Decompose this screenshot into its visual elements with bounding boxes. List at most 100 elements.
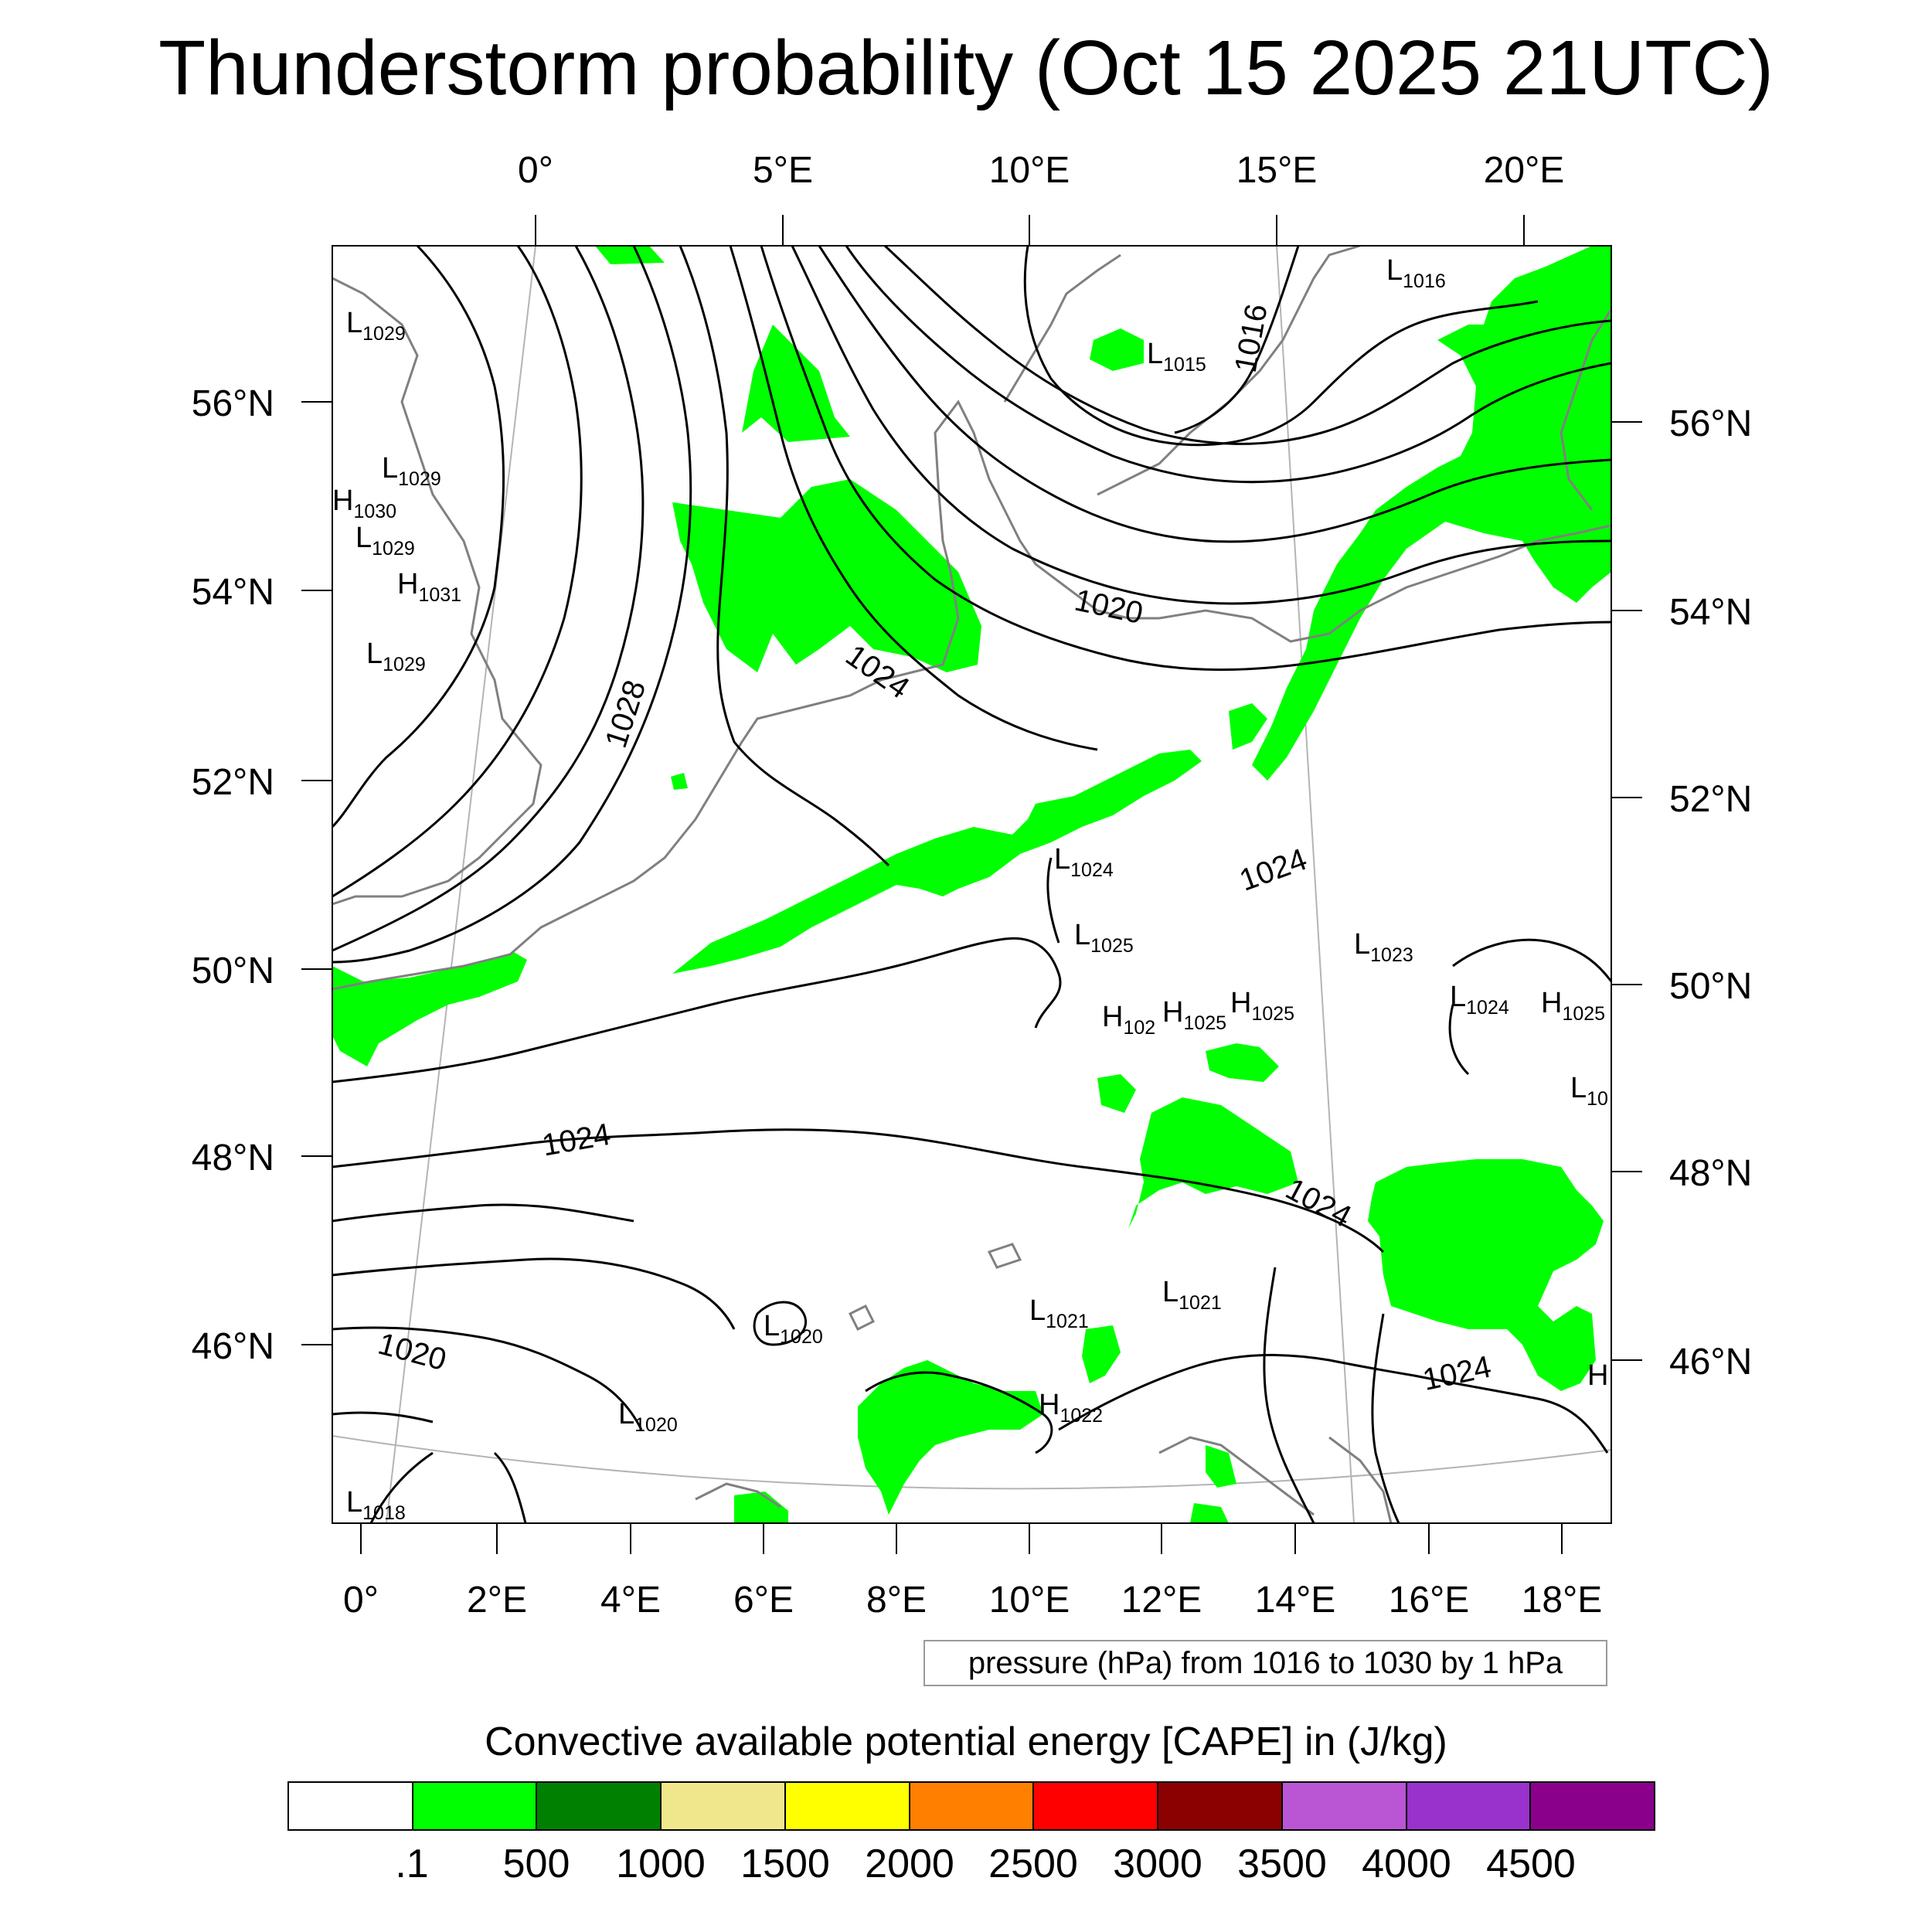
lon-label: 8°E: [866, 1580, 927, 1621]
cape-area: [595, 246, 665, 264]
graticule: [332, 246, 1611, 1523]
isobar-label: 1024: [539, 1117, 613, 1163]
lat-label: 50°N: [192, 951, 274, 992]
high-pressure-label: H1025: [1230, 987, 1294, 1025]
lake-outline: [987, 1243, 1022, 1269]
isobar: [1023, 246, 1539, 447]
colorbar-swatch: [537, 1783, 662, 1829]
colorbar-swatch: [413, 1783, 538, 1829]
isobar-label: 1024: [1420, 1350, 1494, 1398]
top-longitude-labels: 0° 5°E 10°E 15°E 20°E: [518, 150, 1564, 191]
isobar-label: 1020: [375, 1327, 450, 1378]
isobar: [845, 246, 1611, 484]
low-pressure-label: L1020: [764, 1310, 823, 1348]
colorbar-swatch: [662, 1783, 786, 1829]
isobars: [332, 246, 1611, 1523]
colorbar-label: 3500: [1237, 1842, 1327, 1886]
isobar: [332, 1411, 434, 1423]
lon-label: 20°E: [1484, 150, 1565, 191]
cape-area: [672, 750, 1202, 974]
cape-area: [1229, 703, 1267, 750]
lat-label: 56°N: [192, 383, 274, 424]
colorbar-swatch: [1034, 1783, 1159, 1829]
lat-label: 54°N: [1669, 592, 1752, 633]
map-frame: [332, 245, 1612, 1524]
low-pressure-label: L1020: [618, 1398, 678, 1436]
high-pressure-label: H1031: [397, 568, 461, 606]
cape-area: [734, 1492, 788, 1523]
cape-area: [1097, 1074, 1136, 1113]
lat-label: 48°N: [192, 1138, 274, 1179]
isobar: [1371, 1313, 1400, 1523]
colorbar-label: 3000: [1113, 1842, 1202, 1886]
cape-area: [858, 1360, 1043, 1515]
isobar: [729, 246, 1098, 751]
isobar: [1263, 1267, 1315, 1523]
low-pressure-label: L10: [1570, 1072, 1608, 1110]
coastline-baltic-east: [1560, 308, 1611, 511]
low-pressure-label: L1024: [1054, 843, 1114, 881]
cape-area: [1190, 1503, 1229, 1523]
colorbar-swatch: [289, 1783, 413, 1829]
lat-label: 52°N: [1669, 779, 1752, 820]
coastline-ligurian: [695, 1482, 781, 1509]
lon-label: 18°E: [1522, 1580, 1603, 1621]
colorbar-label: 2500: [988, 1842, 1078, 1886]
lat-label: 50°N: [1669, 966, 1752, 1007]
cape-area: [742, 325, 850, 442]
colorbar-label: 4000: [1362, 1842, 1451, 1886]
low-pressure-label: L1029: [355, 522, 415, 560]
cape-area: [1082, 1325, 1121, 1383]
cape-area: [1252, 246, 1611, 781]
isobar: [332, 937, 1062, 1083]
low-pressure-label: L1029: [346, 307, 406, 345]
low-pressure-label: L1018: [346, 1486, 406, 1524]
meridian-0: [386, 246, 536, 1523]
isobar: [818, 246, 1611, 543]
colorbar-swatch: [1158, 1783, 1283, 1829]
cape-area: [332, 952, 527, 1066]
lon-label: 0°: [343, 1580, 379, 1621]
lat-label: 48°N: [1669, 1153, 1752, 1194]
low-pressure-label: L1029: [366, 638, 426, 675]
map-area[interactable]: 1016 1020 1024 1028 1024 1024 1024 1020 …: [332, 246, 1611, 1524]
colorbar-swatch: [1282, 1783, 1407, 1829]
colorbar-label: 1000: [616, 1842, 706, 1886]
isobar: [332, 1203, 634, 1223]
colorbar-swatch: [1406, 1783, 1532, 1829]
coastline-adriatic: [1158, 1436, 1393, 1523]
low-pressure-label: L1025: [1074, 919, 1134, 957]
cape-area: [1090, 328, 1144, 371]
cape-area: [672, 479, 981, 672]
lat-label: 46°N: [192, 1326, 274, 1367]
lon-label: 15°E: [1236, 150, 1318, 191]
isobar-label: 1016: [1229, 301, 1274, 375]
colorbar-label: .1: [395, 1842, 429, 1886]
high-pressure-label: H1030: [332, 485, 396, 522]
low-pressure-label: L1015: [1147, 338, 1206, 376]
lon-label: 6°E: [733, 1580, 794, 1621]
isobar: [1046, 857, 1060, 944]
isobar-label: 1024: [1280, 1172, 1356, 1234]
colorbar-label: 1500: [740, 1842, 830, 1886]
coastlines: [332, 246, 1611, 1523]
high-pressure-label: H1025: [1162, 996, 1226, 1034]
coastline-britain: [332, 277, 543, 906]
left-latitude-labels: 56°N 54°N 52°N 50°N 48°N 46°N: [192, 383, 274, 1367]
high-pressure-label: H102: [1102, 1001, 1155, 1039]
pressure-contour-note: pressure (hPa) from 1016 to 1030 by 1 hP…: [923, 1640, 1607, 1686]
isobar: [1058, 1353, 1609, 1454]
high-pressure-label: H1022: [1039, 1389, 1103, 1427]
isobar: [1174, 246, 1300, 434]
colorbar-swatch: [785, 1783, 910, 1829]
pressure-systems: L1029 L1029 H1030 L1029 H1031 L1029 L101…: [332, 254, 1608, 1524]
cape-area: [1206, 1043, 1279, 1082]
isobar: [332, 1257, 736, 1330]
isobar: [791, 246, 1611, 605]
low-pressure-label: L1021: [1162, 1276, 1222, 1314]
low-pressure-label: L1024: [1450, 981, 1509, 1019]
isobar: [760, 246, 1611, 672]
lon-label: 16°E: [1389, 1580, 1470, 1621]
isobar-label: 1024: [1235, 842, 1311, 898]
coastline-denmark: [934, 400, 1159, 620]
